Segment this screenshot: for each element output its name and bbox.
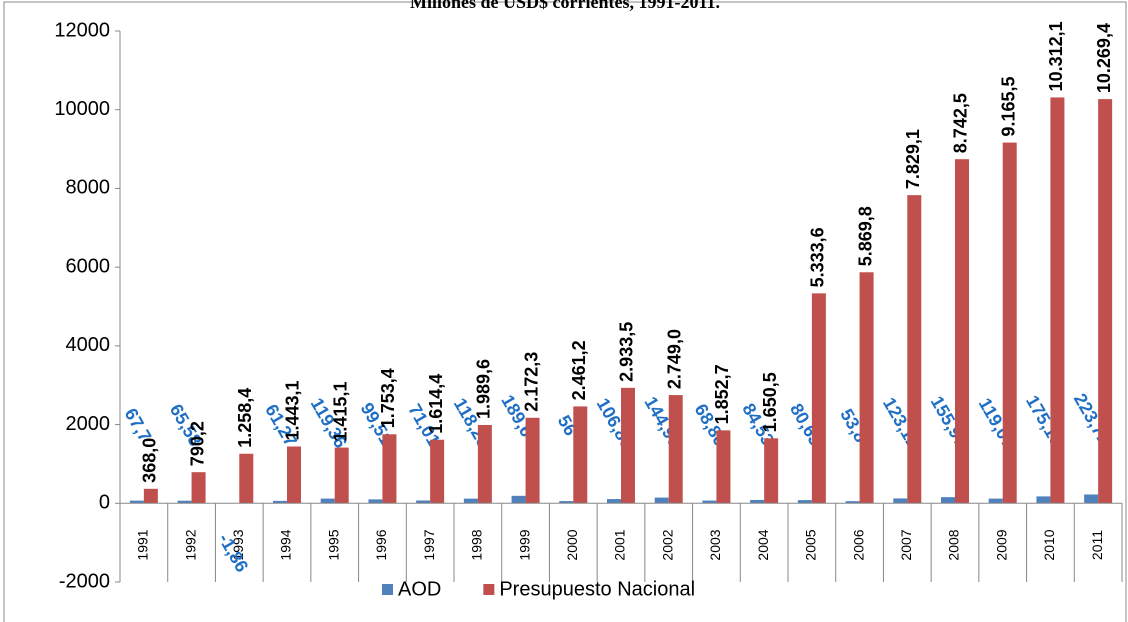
x-tick-label: 2008 xyxy=(946,529,962,560)
bar xyxy=(573,406,588,504)
bar xyxy=(239,453,254,504)
bar xyxy=(143,488,158,504)
x-tick-label: 1992 xyxy=(182,529,198,560)
bar xyxy=(1098,99,1113,504)
bar xyxy=(988,498,1003,504)
bar xyxy=(129,500,144,504)
bar xyxy=(334,447,349,504)
x-tick-label: 2010 xyxy=(1041,529,1057,560)
data-label: 9.165,5 xyxy=(998,76,1018,136)
data-label: 2.749,0 xyxy=(664,329,684,389)
bar xyxy=(273,500,287,504)
x-tick-label: 2007 xyxy=(898,529,914,560)
data-label: 5.869,8 xyxy=(855,206,875,266)
x-tick-label: 1995 xyxy=(325,529,341,560)
data-label: -1,86 xyxy=(214,530,252,576)
x-tick-label: 2001 xyxy=(612,529,628,560)
data-label: 790,2 xyxy=(187,421,207,466)
y-tick-label: 4000 xyxy=(66,334,111,356)
data-label: 1.415,1 xyxy=(330,382,350,442)
x-tick-label: 2002 xyxy=(659,529,675,560)
bar xyxy=(416,500,431,504)
bar xyxy=(1036,496,1051,504)
x-tick-label: 2000 xyxy=(564,529,580,560)
bar xyxy=(287,446,301,504)
data-label: 1.443,1 xyxy=(283,380,303,440)
x-tick-label: 1998 xyxy=(469,529,485,560)
data-label: 1.614,4 xyxy=(426,374,446,434)
legend-swatch xyxy=(483,584,495,595)
bar xyxy=(463,498,478,504)
x-tick-label: 1996 xyxy=(373,529,389,560)
x-tick-label: 2006 xyxy=(850,529,866,560)
data-label: 2.172,3 xyxy=(521,352,541,412)
bar xyxy=(668,395,683,504)
x-tick-label: 1997 xyxy=(421,529,437,560)
bar xyxy=(750,499,765,504)
y-tick-label: 0 xyxy=(99,492,110,514)
bar xyxy=(907,195,922,504)
data-label: 1.989,6 xyxy=(474,359,494,419)
bar xyxy=(1002,142,1017,504)
y-tick-label: 8000 xyxy=(66,177,111,199)
bar xyxy=(797,500,812,504)
x-tick-label: 1994 xyxy=(278,529,294,560)
bar xyxy=(859,272,874,504)
data-label: 10.312,1 xyxy=(1046,21,1066,91)
data-label: 10.269,4 xyxy=(1094,23,1114,93)
bar xyxy=(525,417,540,504)
y-tick-label: 12000 xyxy=(54,19,110,41)
data-label: 7.829,1 xyxy=(903,129,923,189)
bar xyxy=(716,430,731,504)
data-label: 1.650,5 xyxy=(760,372,780,432)
bar xyxy=(1050,97,1065,504)
data-label: 8.742,5 xyxy=(951,93,971,153)
bar xyxy=(845,501,860,504)
legend-label: Presupuesto Nacional xyxy=(499,578,695,600)
y-tick-label: 2000 xyxy=(66,413,111,435)
bar xyxy=(621,387,635,504)
bar xyxy=(811,293,826,504)
x-tick-label: 2011 xyxy=(1089,530,1105,560)
data-label: 1.852,7 xyxy=(712,364,732,424)
bar xyxy=(430,439,445,504)
bar xyxy=(607,499,621,504)
bar xyxy=(320,498,335,504)
bar xyxy=(559,501,574,504)
data-label: 2.933,5 xyxy=(617,322,637,382)
y-tick-label: 10000 xyxy=(54,98,110,120)
x-tick-label: 1999 xyxy=(516,529,532,560)
data-label: 5.333,6 xyxy=(808,227,828,287)
bar xyxy=(511,495,526,504)
chart-title: Millones de USD$ corrientes, 1991-2011. xyxy=(410,0,720,12)
x-tick-label: 2005 xyxy=(803,529,819,560)
x-tick-label: 1993 xyxy=(230,529,246,560)
chart-frame xyxy=(3,1,1127,622)
legend-swatch xyxy=(382,584,393,595)
y-tick-label: 6000 xyxy=(66,255,111,277)
bar xyxy=(368,499,383,504)
data-label: 1.258,4 xyxy=(235,388,255,448)
bar xyxy=(654,497,669,504)
legend-label: AOD xyxy=(398,578,441,600)
bar xyxy=(382,434,397,504)
bar xyxy=(764,438,779,504)
x-tick-label: 2003 xyxy=(707,529,723,560)
bar xyxy=(702,500,717,504)
bar xyxy=(477,424,492,504)
x-tick-label: 1991 xyxy=(135,529,151,560)
data-label: 368,0 xyxy=(140,438,160,483)
data-label: 2.461,2 xyxy=(569,340,589,400)
bar xyxy=(955,159,969,504)
bar xyxy=(941,497,955,504)
x-tick-label: 2004 xyxy=(755,529,771,560)
bar xyxy=(177,500,192,504)
bar xyxy=(893,498,908,504)
x-tick-label: 2009 xyxy=(993,529,1009,560)
data-label: 1.753,4 xyxy=(378,368,398,428)
bar xyxy=(1084,494,1099,504)
bar xyxy=(191,472,206,504)
y-tick-label: -2000 xyxy=(59,570,110,592)
